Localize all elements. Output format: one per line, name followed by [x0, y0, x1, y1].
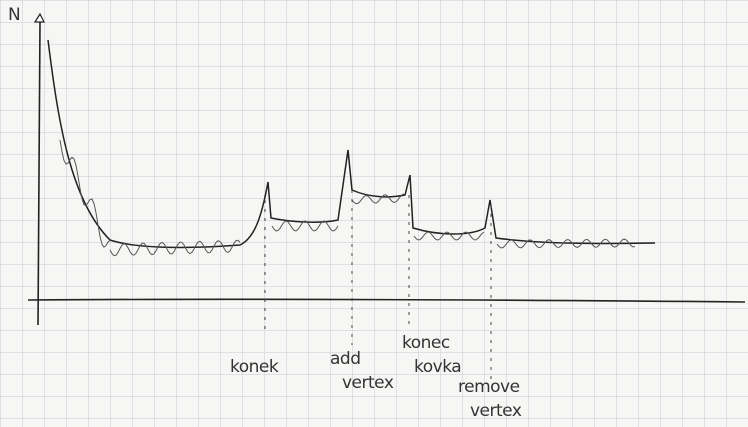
- markers: [264, 190, 492, 380]
- annotation-text: vertex: [342, 373, 394, 393]
- annotation-text: vertex: [470, 401, 522, 421]
- annotation-text: konek: [230, 357, 279, 377]
- annotation-text: remove: [458, 377, 520, 397]
- oscillation: [59, 139, 636, 257]
- curve: [47, 39, 656, 249]
- y-axis-arrow: [33, 12, 45, 23]
- annotation-text: add: [330, 349, 361, 369]
- annotation-text: konec: [402, 333, 450, 353]
- x-axis: [27, 298, 746, 303]
- annotation-text: kovka: [414, 357, 461, 377]
- axis-label: N: [8, 5, 20, 25]
- y-axis: [37, 21, 41, 326]
